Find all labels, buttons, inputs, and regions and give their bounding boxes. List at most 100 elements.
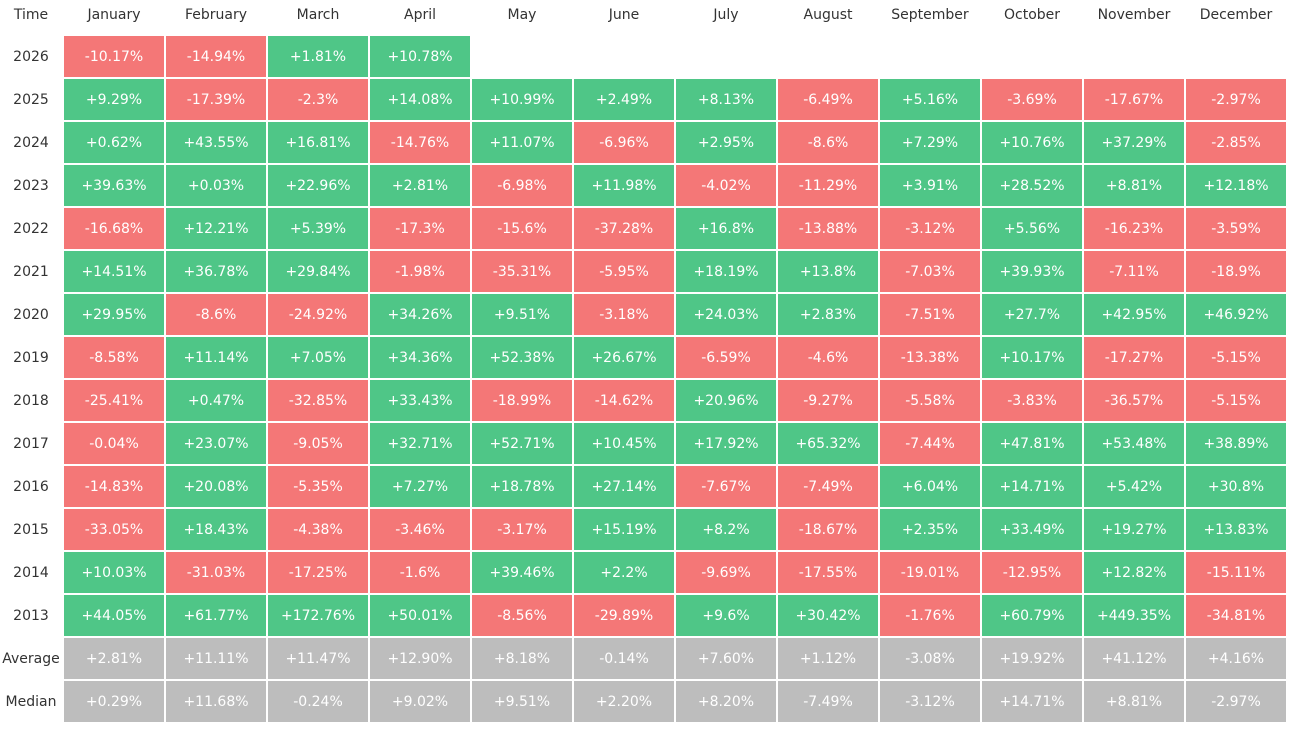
return-cell: -25.41% bbox=[64, 380, 164, 421]
return-cell: +37.29% bbox=[1084, 122, 1184, 163]
return-cell: +30.8% bbox=[1186, 466, 1286, 507]
return-cell: +8.20% bbox=[676, 681, 776, 722]
return-cell: -13.88% bbox=[778, 208, 878, 249]
row-label: 2022 bbox=[13, 220, 49, 237]
return-cell: +1.81% bbox=[268, 36, 368, 77]
return-cell: -36.57% bbox=[1084, 380, 1184, 421]
return-cell: +2.81% bbox=[64, 638, 164, 679]
return-cell: -35.31% bbox=[472, 251, 572, 292]
row-label: 2026 bbox=[13, 48, 49, 65]
row-label: 2014 bbox=[13, 564, 49, 581]
return-cell: -7.11% bbox=[1084, 251, 1184, 292]
return-cell: +8.2% bbox=[676, 509, 776, 550]
return-cell: +12.21% bbox=[166, 208, 266, 249]
return-cell: +39.46% bbox=[472, 552, 572, 593]
return-cell: +52.71% bbox=[472, 423, 572, 464]
row-label: 2017 bbox=[13, 435, 49, 452]
return-cell: +18.19% bbox=[676, 251, 776, 292]
return-cell: -17.55% bbox=[778, 552, 878, 593]
column-header: December bbox=[1199, 7, 1273, 23]
return-cell: +53.48% bbox=[1084, 423, 1184, 464]
return-cell: -6.49% bbox=[778, 79, 878, 120]
row-label: 2018 bbox=[13, 392, 49, 409]
return-cell: +8.13% bbox=[676, 79, 776, 120]
return-cell: +3.91% bbox=[880, 165, 980, 206]
row-label: 2019 bbox=[13, 349, 49, 366]
return-cell: +8.18% bbox=[472, 638, 572, 679]
return-cell: +29.95% bbox=[64, 294, 164, 335]
return-cell: -6.96% bbox=[574, 122, 674, 163]
return-cell: -5.35% bbox=[268, 466, 368, 507]
column-header: February bbox=[184, 7, 248, 23]
return-cell: -5.15% bbox=[1186, 337, 1286, 378]
return-cell: +449.35% bbox=[1084, 595, 1184, 636]
return-cell: -17.25% bbox=[268, 552, 368, 593]
column-header: September bbox=[891, 7, 969, 23]
return-cell: +20.96% bbox=[676, 380, 776, 421]
return-cell: +4.16% bbox=[1186, 638, 1286, 679]
return-cell: -19.01% bbox=[880, 552, 980, 593]
return-cell: +9.51% bbox=[472, 294, 572, 335]
return-cell: +0.47% bbox=[166, 380, 266, 421]
return-cell: +7.60% bbox=[676, 638, 776, 679]
return-cell: +27.14% bbox=[574, 466, 674, 507]
return-cell: +0.03% bbox=[166, 165, 266, 206]
return-cell: -3.69% bbox=[982, 79, 1082, 120]
return-cell: +11.68% bbox=[166, 681, 266, 722]
return-cell: +7.05% bbox=[268, 337, 368, 378]
return-cell: +14.08% bbox=[370, 79, 470, 120]
return-cell: -15.11% bbox=[1186, 552, 1286, 593]
return-cell: +6.04% bbox=[880, 466, 980, 507]
return-cell: +16.81% bbox=[268, 122, 368, 163]
row-label: 2020 bbox=[13, 306, 49, 323]
return-cell: +10.78% bbox=[370, 36, 470, 77]
return-cell: -2.85% bbox=[1186, 122, 1286, 163]
column-header: Time bbox=[13, 7, 49, 23]
return-cell: -34.81% bbox=[1186, 595, 1286, 636]
return-cell: -16.23% bbox=[1084, 208, 1184, 249]
return-cell: +172.76% bbox=[268, 595, 368, 636]
return-cell: +0.29% bbox=[64, 681, 164, 722]
return-cell: -29.89% bbox=[574, 595, 674, 636]
return-cell: +11.98% bbox=[574, 165, 674, 206]
return-cell: -3.08% bbox=[880, 638, 980, 679]
return-cell: +34.36% bbox=[370, 337, 470, 378]
return-cell: +9.29% bbox=[64, 79, 164, 120]
return-cell: -13.38% bbox=[880, 337, 980, 378]
return-cell: -18.67% bbox=[778, 509, 878, 550]
return-cell: -1.6% bbox=[370, 552, 470, 593]
return-cell: -0.04% bbox=[64, 423, 164, 464]
return-cell: -3.12% bbox=[880, 208, 980, 249]
return-cell: -12.95% bbox=[982, 552, 1082, 593]
return-cell: -16.68% bbox=[64, 208, 164, 249]
return-cell: -14.62% bbox=[574, 380, 674, 421]
return-cell: +43.55% bbox=[166, 122, 266, 163]
return-cell: -15.6% bbox=[472, 208, 572, 249]
return-cell: -6.59% bbox=[676, 337, 776, 378]
return-cell: +41.12% bbox=[1084, 638, 1184, 679]
return-cell: +15.19% bbox=[574, 509, 674, 550]
return-cell: -5.95% bbox=[574, 251, 674, 292]
return-cell: +44.05% bbox=[64, 595, 164, 636]
return-cell: +11.11% bbox=[166, 638, 266, 679]
return-cell: -4.6% bbox=[778, 337, 878, 378]
return-cell: +36.78% bbox=[166, 251, 266, 292]
return-cell: +2.81% bbox=[370, 165, 470, 206]
column-header: November bbox=[1097, 7, 1171, 23]
return-cell: -9.69% bbox=[676, 552, 776, 593]
return-cell: +9.02% bbox=[370, 681, 470, 722]
return-cell: -2.97% bbox=[1186, 79, 1286, 120]
return-cell: -3.83% bbox=[982, 380, 1082, 421]
return-cell: +12.18% bbox=[1186, 165, 1286, 206]
return-cell: -8.6% bbox=[166, 294, 266, 335]
return-cell: +13.83% bbox=[1186, 509, 1286, 550]
return-cell: +9.51% bbox=[472, 681, 572, 722]
return-cell: -1.76% bbox=[880, 595, 980, 636]
return-cell: -2.3% bbox=[268, 79, 368, 120]
row-label: 2025 bbox=[13, 91, 49, 108]
return-cell: +39.93% bbox=[982, 251, 1082, 292]
return-cell: +27.7% bbox=[982, 294, 1082, 335]
return-cell: +14.71% bbox=[982, 681, 1082, 722]
return-cell: -32.85% bbox=[268, 380, 368, 421]
column-header: October bbox=[1003, 7, 1061, 23]
